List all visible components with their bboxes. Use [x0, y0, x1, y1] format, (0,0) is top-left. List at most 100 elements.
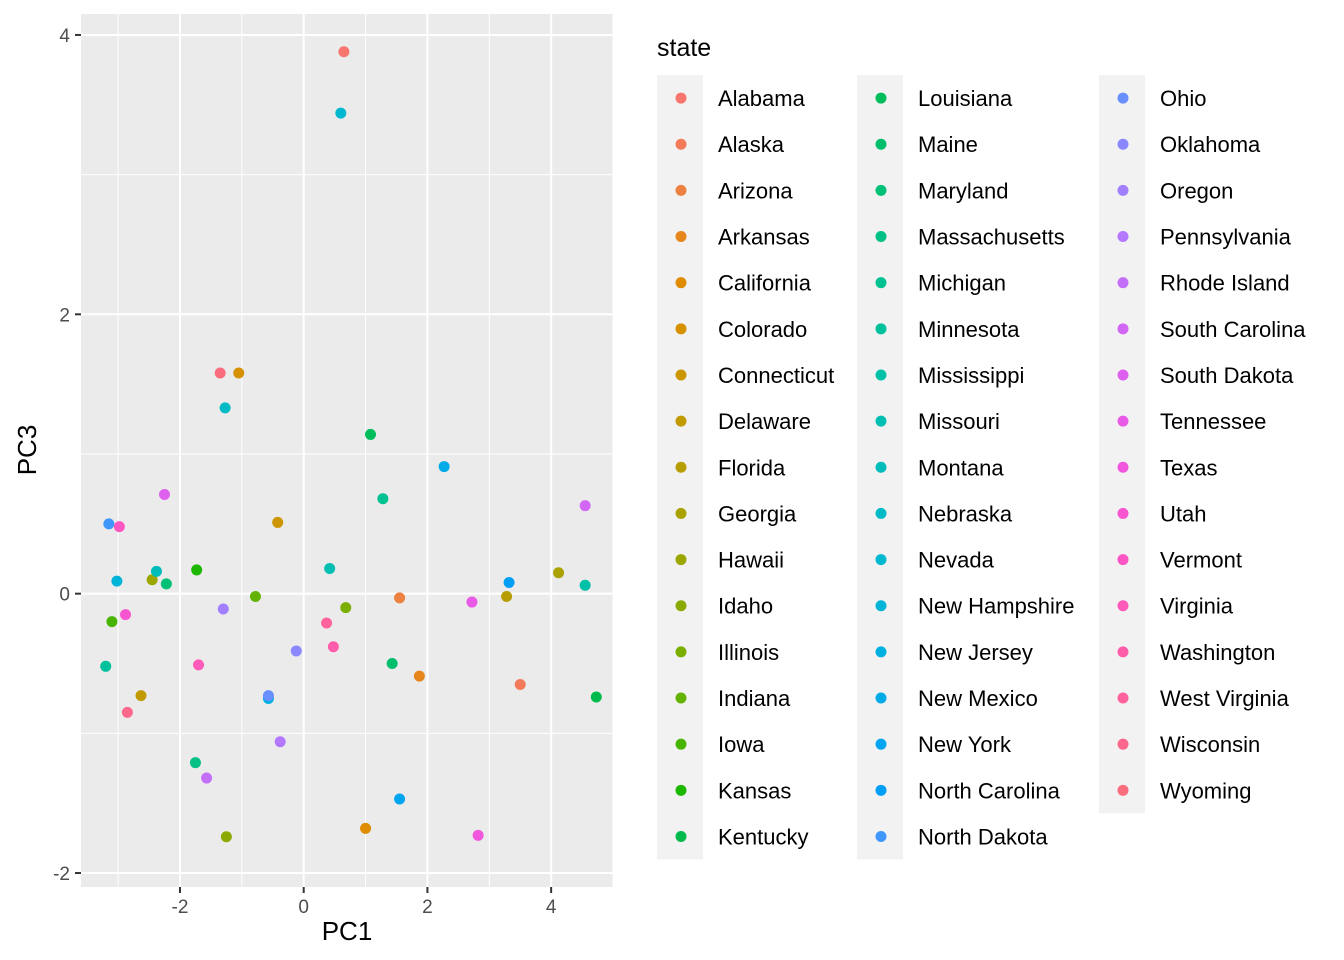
- data-point: [193, 659, 205, 671]
- data-point: [438, 461, 450, 473]
- legend-key: [675, 738, 687, 750]
- legend-key: [875, 92, 887, 104]
- legend-label: New York: [918, 732, 1012, 757]
- x-tick-label: 0: [298, 897, 309, 918]
- data-point: [290, 645, 302, 657]
- legend-label: New Mexico: [918, 686, 1038, 711]
- legend-title: state: [657, 34, 711, 62]
- legend-label: Delaware: [718, 409, 811, 434]
- legend-key: [875, 692, 887, 704]
- legend-key: [675, 692, 687, 704]
- legend-key: [1117, 507, 1129, 519]
- legend-key: [875, 646, 887, 658]
- data-point: [274, 736, 286, 748]
- legend-key: [875, 415, 887, 427]
- legend: state Alabama Alaska Arizona Arkansas Califo…: [657, 34, 1306, 860]
- data-point: [338, 46, 350, 58]
- legend-key: [875, 231, 887, 243]
- legend-label: Nevada: [918, 548, 995, 573]
- legend-label: North Carolina: [918, 778, 1061, 803]
- legend-key: [1117, 369, 1129, 381]
- y-tick-label: 0: [59, 585, 70, 606]
- y-tick-label: -2: [53, 864, 70, 885]
- legend-key: [675, 277, 687, 289]
- legend-key: [675, 507, 687, 519]
- legend-label: Florida: [718, 455, 786, 480]
- legend-label: Oregon: [1160, 178, 1233, 203]
- legend-key: [1117, 92, 1129, 104]
- legend-label: Utah: [1160, 501, 1206, 526]
- axis-ticks: -2 0 2 4 -2 0 2 4: [53, 26, 557, 918]
- legend-label: Montana: [918, 455, 1004, 480]
- legend-label: Louisiana: [918, 86, 1013, 111]
- y-tick-label: 4: [59, 26, 70, 47]
- legend-label: Ohio: [1160, 86, 1206, 111]
- data-point: [121, 706, 133, 718]
- legend-label: Georgia: [718, 501, 797, 526]
- legend-key: [675, 646, 687, 658]
- data-point: [217, 603, 229, 615]
- y-axis-label: PC3: [12, 425, 42, 476]
- legend-label: Maryland: [918, 178, 1008, 203]
- legend-key: [875, 323, 887, 335]
- data-point: [590, 691, 602, 703]
- y-tick-label: 2: [59, 305, 70, 326]
- data-point: [324, 563, 336, 575]
- legend-key: [875, 784, 887, 796]
- data-point: [113, 521, 125, 533]
- legend-label: Kansas: [718, 778, 791, 803]
- legend-label: West Virginia: [1160, 686, 1290, 711]
- legend-label: South Dakota: [1160, 363, 1294, 388]
- legend-key: [875, 554, 887, 566]
- legend-label: California: [718, 271, 812, 296]
- data-point: [220, 831, 232, 843]
- legend-label: Indiana: [718, 686, 791, 711]
- legend-key: [675, 415, 687, 427]
- legend-key: [1117, 415, 1129, 427]
- legend-label: Arizona: [718, 178, 793, 203]
- legend-key: [875, 830, 887, 842]
- legend-label: South Carolina: [1160, 317, 1306, 342]
- legend-label: Illinois: [718, 640, 779, 665]
- legend-key: [1117, 461, 1129, 473]
- legend-label: Alabama: [718, 86, 806, 111]
- data-point: [553, 567, 565, 579]
- data-point: [219, 402, 231, 414]
- legend-key-background: [1099, 75, 1145, 814]
- data-point: [100, 660, 112, 672]
- legend-label: Idaho: [718, 594, 773, 619]
- legend-key: [1117, 784, 1129, 796]
- legend-label: Rhode Island: [1160, 271, 1290, 296]
- data-point: [335, 107, 347, 119]
- data-point: [514, 678, 526, 690]
- legend-label: New Hampshire: [918, 594, 1075, 619]
- legend-label: Tennessee: [1160, 409, 1266, 434]
- legend-label: Wyoming: [1160, 778, 1252, 803]
- data-point: [365, 428, 377, 440]
- legend-label: New Jersey: [918, 640, 1033, 665]
- legend-key: [675, 784, 687, 796]
- legend-label: Nebraska: [918, 501, 1013, 526]
- legend-key: [1117, 277, 1129, 289]
- data-point: [386, 658, 398, 670]
- legend-label: Washington: [1160, 640, 1275, 665]
- legend-label: Texas: [1160, 455, 1217, 480]
- legend-key: [1117, 323, 1129, 335]
- x-tick-label: -2: [172, 897, 189, 918]
- data-point: [249, 590, 261, 602]
- data-point: [106, 616, 118, 628]
- data-point: [214, 367, 226, 379]
- legend-label: Connecticut: [718, 363, 834, 388]
- data-point: [272, 516, 284, 528]
- legend-label: Missouri: [918, 409, 1000, 434]
- data-point: [120, 609, 132, 621]
- data-points: [100, 46, 602, 843]
- legend-key: [675, 461, 687, 473]
- x-tick-label: 4: [546, 897, 557, 918]
- legend-key: [1117, 692, 1129, 704]
- data-point: [394, 793, 406, 805]
- panel-background: [81, 14, 613, 887]
- data-point: [466, 596, 478, 608]
- x-tick-label: 2: [422, 897, 433, 918]
